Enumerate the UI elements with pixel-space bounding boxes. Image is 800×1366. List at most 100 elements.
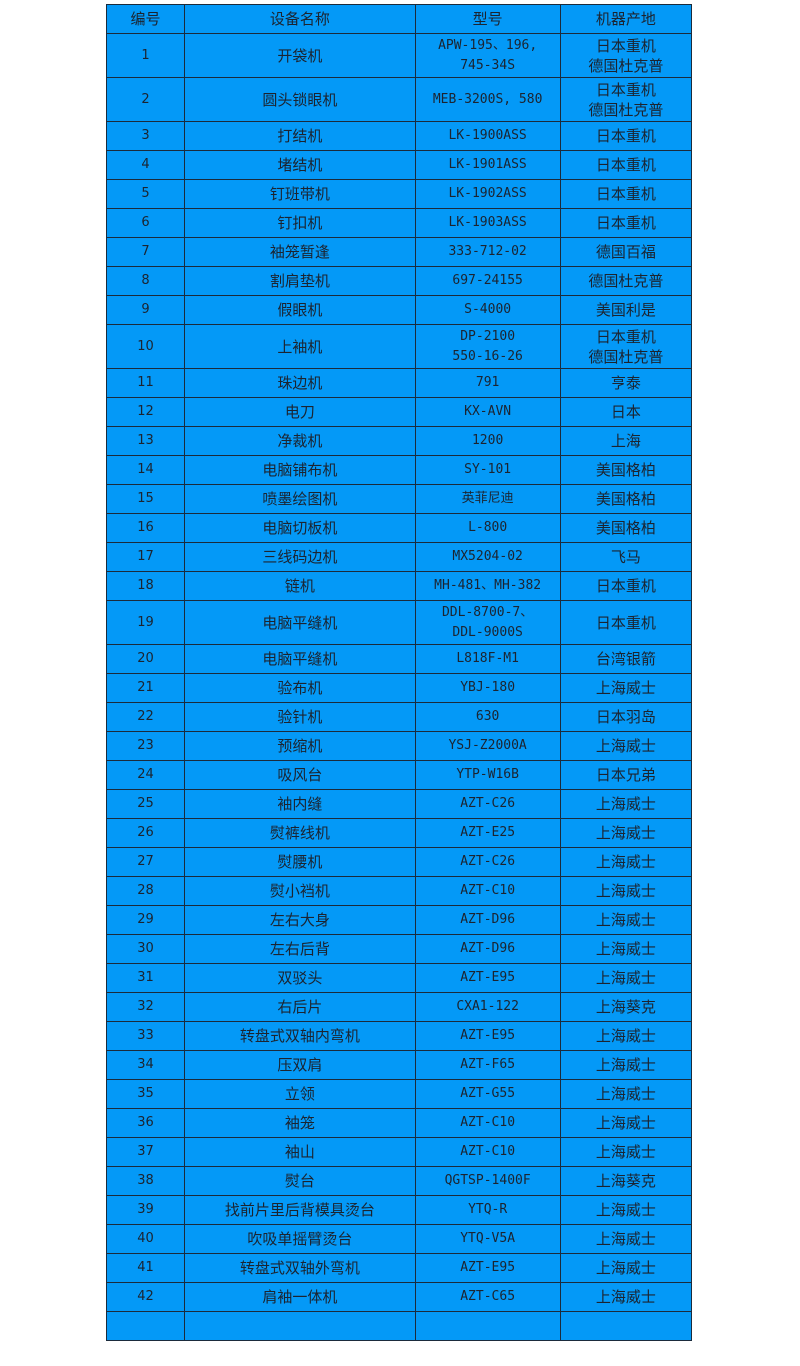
cell-number: 20 bbox=[105, 644, 186, 674]
cell-equipment-name: 验针机 bbox=[184, 702, 416, 732]
cell-number: 28 bbox=[105, 876, 186, 906]
table-row: 27 熨腰机 AZT-C26 上海威士 bbox=[105, 847, 693, 877]
cell-equipment-name: 右后片 bbox=[184, 992, 416, 1022]
header-equipment-name: 设备名称 bbox=[184, 4, 416, 34]
cell-model: MX5204-02 bbox=[414, 542, 561, 572]
cell-number: 8 bbox=[105, 266, 186, 296]
cell-number: 22 bbox=[105, 702, 186, 732]
cell-model: LK-1903ASS bbox=[414, 208, 561, 238]
cell-equipment-name: 转盘式双轴外弯机 bbox=[184, 1253, 416, 1283]
cell-equipment-name bbox=[184, 1311, 416, 1341]
cell-model: 630 bbox=[414, 702, 561, 732]
cell-origin: 美国利是 bbox=[559, 295, 693, 325]
table-row: 31 双驳头 AZT-E95 上海威士 bbox=[105, 963, 693, 993]
cell-origin: 上海威士 bbox=[559, 1195, 693, 1225]
cell-model: AZT-D96 bbox=[414, 905, 561, 935]
cell-origin: 日本重机 bbox=[559, 600, 693, 645]
cell-origin: 台湾银箭 bbox=[559, 644, 693, 674]
cell-equipment-name: 双驳头 bbox=[184, 963, 416, 993]
cell-origin: 日本重机 bbox=[559, 208, 693, 238]
table-row: 35 立领 AZT-G55 上海威士 bbox=[105, 1079, 693, 1109]
cell-equipment-name: 堵结机 bbox=[184, 150, 416, 180]
cell-model: AZT-C10 bbox=[414, 1137, 561, 1167]
cell-model: AZT-D96 bbox=[414, 934, 561, 964]
cell-number: 23 bbox=[105, 731, 186, 761]
cell-equipment-name: 开袋机 bbox=[184, 33, 416, 78]
cell-model: QGTSP-1400F bbox=[414, 1166, 561, 1196]
cell-equipment-name: 钉扣机 bbox=[184, 208, 416, 238]
table-row: 13 净裁机 1200 上海 bbox=[105, 426, 693, 456]
cell-origin: 飞马 bbox=[559, 542, 693, 572]
cell-model: CXA1-122 bbox=[414, 992, 561, 1022]
cell-equipment-name: 电脑切板机 bbox=[184, 513, 416, 543]
table-row: 36 袖笼 AZT-C10 上海威士 bbox=[105, 1108, 693, 1138]
cell-model: AZT-E25 bbox=[414, 818, 561, 848]
cell-origin: 美国格柏 bbox=[559, 513, 693, 543]
header-row: 编号 设备名称 型号 机器产地 bbox=[105, 4, 693, 34]
cell-origin: 上海威士 bbox=[559, 673, 693, 703]
cell-model: 791 bbox=[414, 368, 561, 398]
cell-model: DP-2100 550-16-26 bbox=[414, 324, 561, 369]
cell-equipment-name: 电脑平缝机 bbox=[184, 644, 416, 674]
cell-model: LK-1902ASS bbox=[414, 179, 561, 209]
cell-origin: 日本重机 bbox=[559, 121, 693, 151]
cell-model: AZT-F65 bbox=[414, 1050, 561, 1080]
cell-model: AZT-E95 bbox=[414, 963, 561, 993]
header-number: 编号 bbox=[105, 4, 186, 34]
cell-origin: 上海威士 bbox=[559, 1224, 693, 1254]
cell-model: 1200 bbox=[414, 426, 561, 456]
cell-equipment-name: 立领 bbox=[184, 1079, 416, 1109]
table-row: 11 珠边机 791 亨泰 bbox=[105, 368, 693, 398]
cell-number: 16 bbox=[105, 513, 186, 543]
cell-model: 英菲尼迪 bbox=[414, 484, 561, 514]
cell-model: YBJ-180 bbox=[414, 673, 561, 703]
cell-origin: 上海威士 bbox=[559, 934, 693, 964]
cell-model: LK-1900ASS bbox=[414, 121, 561, 151]
table-row: 39 找前片里后背模具烫台 YTQ-R 上海威士 bbox=[105, 1195, 693, 1225]
table-row: 28 熨小裆机 AZT-C10 上海威士 bbox=[105, 876, 693, 906]
cell-model: 333-712-02 bbox=[414, 237, 561, 267]
table-row: 16 电脑切板机 L-800 美国格柏 bbox=[105, 513, 693, 543]
cell-equipment-name: 电刀 bbox=[184, 397, 416, 427]
table-row: 40 吹吸单摇臂烫台 YTQ-V5A 上海威士 bbox=[105, 1224, 693, 1254]
table-row: 21 验布机 YBJ-180 上海威士 bbox=[105, 673, 693, 703]
header-model: 型号 bbox=[414, 4, 561, 34]
cell-equipment-name: 电脑平缝机 bbox=[184, 600, 416, 645]
table-row: 29 左右大身 AZT-D96 上海威士 bbox=[105, 905, 693, 935]
cell-number: 1 bbox=[105, 33, 186, 78]
cell-number: 17 bbox=[105, 542, 186, 572]
cell-model: YTQ-R bbox=[414, 1195, 561, 1225]
cell-model: APW-195、196, 745-34S bbox=[414, 33, 561, 78]
table-row: 7 袖笼暂逢 333-712-02 德国百福 bbox=[105, 237, 693, 267]
cell-number: 24 bbox=[105, 760, 186, 790]
cell-equipment-name: 净裁机 bbox=[184, 426, 416, 456]
cell-origin: 上海威士 bbox=[559, 963, 693, 993]
cell-number: 32 bbox=[105, 992, 186, 1022]
cell-origin: 日本重机 德国杜克普 bbox=[559, 33, 693, 78]
table-row: 20 电脑平缝机 L818F-M1 台湾银箭 bbox=[105, 644, 693, 674]
cell-model: AZT-C65 bbox=[414, 1282, 561, 1312]
cell-equipment-name: 袖内缝 bbox=[184, 789, 416, 819]
cell-number: 30 bbox=[105, 934, 186, 964]
cell-equipment-name: 左右大身 bbox=[184, 905, 416, 935]
table-row: 19 电脑平缝机 DDL-8700-7、 DDL-9000S 日本重机 bbox=[105, 600, 693, 645]
cell-number: 13 bbox=[105, 426, 186, 456]
cell-origin: 上海威士 bbox=[559, 731, 693, 761]
cell-number: 19 bbox=[105, 600, 186, 645]
cell-model: AZT-G55 bbox=[414, 1079, 561, 1109]
cell-equipment-name: 珠边机 bbox=[184, 368, 416, 398]
cell-origin: 上海威士 bbox=[559, 1137, 693, 1167]
cell-model: LK-1901ASS bbox=[414, 150, 561, 180]
cell-number: 26 bbox=[105, 818, 186, 848]
cell-equipment-name: 压双肩 bbox=[184, 1050, 416, 1080]
cell-origin: 日本羽岛 bbox=[559, 702, 693, 732]
cell-number: 25 bbox=[105, 789, 186, 819]
cell-number: 41 bbox=[105, 1253, 186, 1283]
cell-number: 14 bbox=[105, 455, 186, 485]
table-row: 1 开袋机 APW-195、196, 745-34S 日本重机 德国杜克普 bbox=[105, 33, 693, 78]
table-row: 32 右后片 CXA1-122 上海葵克 bbox=[105, 992, 693, 1022]
table-row: 38 熨台 QGTSP-1400F 上海葵克 bbox=[105, 1166, 693, 1196]
cell-equipment-name: 割肩垫机 bbox=[184, 266, 416, 296]
header-origin: 机器产地 bbox=[559, 4, 693, 34]
cell-equipment-name: 喷墨绘图机 bbox=[184, 484, 416, 514]
